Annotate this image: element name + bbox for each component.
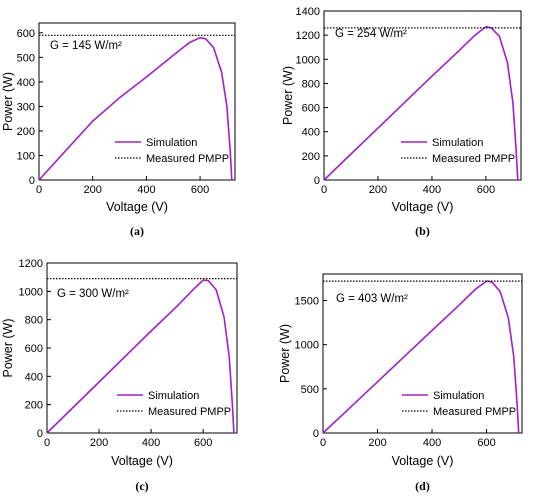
- legend-measured-label: Measured PMPP: [433, 406, 516, 418]
- x-tick-label: 0: [36, 184, 42, 196]
- chart-panel-3: 0 200 400 600 0 200 400 600 800 1000 1200 Simulatio…: [1, 258, 238, 493]
- chart-panel-1: 0 200 400 600 0 100 200 300 400 500 600 Simulation M…: [1, 22, 236, 238]
- y-tick-label: 1000: [296, 54, 320, 66]
- y-axis-label: Power (W): [278, 324, 292, 383]
- irradiance-annotation: G = 300 W/m²: [57, 288, 129, 300]
- legend-measured-label: Measured PMPP: [432, 153, 515, 165]
- x-tick-label: 200: [369, 184, 387, 196]
- y-tick-label: 0: [314, 175, 320, 187]
- simulation-line: [38, 36, 233, 181]
- y-tick-label: 500: [17, 52, 35, 64]
- y-tick-label: 100: [17, 150, 35, 162]
- x-tick-label: 200: [368, 437, 386, 449]
- y-tick-label: 200: [302, 151, 320, 163]
- simulation-line: [323, 25, 519, 181]
- plot-frame: [323, 10, 522, 181]
- panel-caption: (c): [135, 479, 148, 493]
- x-tick-label: 0: [320, 437, 326, 449]
- chart-panel-2: 0 200 400 600 0 200 400 600 800 1000 1200 1400 Simul…: [281, 6, 522, 238]
- x-axis-label: Voltage (V): [106, 200, 168, 214]
- x-axis-label: Voltage (V): [392, 200, 454, 214]
- y-tick-label: 1400: [296, 6, 320, 18]
- irradiance-annotation: G = 254 W/m²: [335, 28, 407, 40]
- y-tick-label: 800: [302, 78, 320, 90]
- legend-measured-label: Measured PMPP: [148, 406, 231, 418]
- x-tick-label: 600: [477, 437, 495, 449]
- panel-caption: (d): [415, 479, 430, 493]
- y-tick-label: 1500: [295, 296, 319, 308]
- y-tick-label: 1000: [295, 340, 319, 352]
- y-tick-label: 0: [37, 428, 43, 440]
- simulation-line: [46, 279, 235, 434]
- y-tick-label: 300: [17, 101, 35, 113]
- plot-frame: [322, 273, 523, 434]
- x-tick-label: 200: [90, 437, 108, 449]
- chart-panel-4: 0 200 400 600 0 500 1000 1500 Simulation Measured…: [278, 273, 523, 493]
- y-tick-label: 400: [25, 371, 43, 383]
- legend-simulation-label: Simulation: [148, 390, 199, 402]
- y-tick-label: 600: [25, 343, 43, 355]
- y-tick-label: 1200: [19, 258, 43, 270]
- y-tick-label: 600: [17, 28, 35, 40]
- y-tick-label: 800: [25, 315, 43, 327]
- y-tick-label: 1000: [19, 286, 43, 298]
- irradiance-annotation: G = 403 W/m²: [336, 293, 408, 305]
- y-tick-label: 0: [29, 175, 35, 187]
- y-tick-label: 1200: [296, 30, 320, 42]
- legend-measured-label: Measured PMPP: [146, 153, 229, 165]
- irradiance-annotation: G = 145 W/m²: [50, 40, 122, 52]
- panel-caption: (b): [415, 224, 430, 238]
- y-axis-label: Power (W): [1, 72, 15, 131]
- x-tick-label: 400: [423, 437, 441, 449]
- legend-simulation-label: Simulation: [146, 137, 197, 149]
- x-tick-label: 400: [142, 437, 160, 449]
- y-tick-label: 400: [17, 77, 35, 89]
- legend-simulation-label: Simulation: [433, 390, 484, 402]
- y-axis-label: Power (W): [281, 66, 295, 125]
- y-tick-label: 500: [301, 384, 319, 396]
- y-tick-label: 400: [302, 127, 320, 139]
- x-axis-label: Voltage (V): [111, 454, 173, 468]
- y-tick-label: 600: [302, 103, 320, 115]
- panel-caption: (a): [130, 224, 144, 238]
- x-tick-label: 400: [423, 184, 441, 196]
- y-tick-label: 200: [17, 126, 35, 138]
- x-tick-label: 0: [321, 184, 327, 196]
- x-tick-label: 600: [194, 437, 212, 449]
- x-tick-label: 200: [84, 184, 102, 196]
- x-tick-label: 600: [191, 184, 209, 196]
- plot-frame: [38, 22, 236, 181]
- x-tick-label: 400: [137, 184, 155, 196]
- x-tick-label: 600: [477, 184, 495, 196]
- y-axis-label: Power (W): [1, 318, 15, 377]
- y-tick-label: 0: [313, 428, 319, 440]
- y-tick-label: 200: [25, 400, 43, 412]
- legend-simulation-label: Simulation: [432, 137, 483, 149]
- x-axis-label: Voltage (V): [392, 454, 454, 468]
- charts-root: 0 200 400 600 0 100 200 300 400 500 600 Simulation M…: [1, 6, 523, 493]
- simulation-line: [322, 280, 520, 434]
- x-tick-label: 0: [44, 437, 50, 449]
